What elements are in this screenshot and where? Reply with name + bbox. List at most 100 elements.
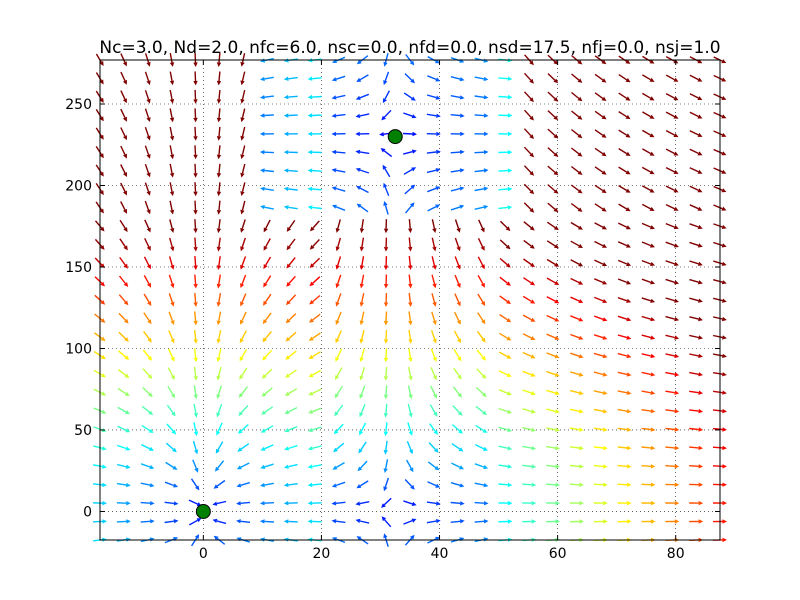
arrow-head [238,411,243,416]
arrow-head [381,503,386,508]
arrow-shaft [498,464,509,468]
field-arrow [641,464,656,469]
arrow-head [383,182,388,188]
arrow-head [147,301,152,306]
field-arrow [408,348,413,363]
arrow-head [408,339,413,344]
field-arrow [355,131,370,137]
arrow-head [383,265,389,271]
arrow-head [579,445,584,451]
field-arrow [169,71,175,86]
arrow-head [122,116,127,122]
arrow-head [240,209,245,215]
arrow-shaft [450,501,461,504]
arrow-shaft [522,389,532,394]
arrow-head [626,409,632,414]
field-arrow [407,422,413,436]
arrow-shaft [312,188,322,191]
field-arrow [260,425,274,433]
arrow-shaft [359,113,370,117]
arrow-shaft [361,219,364,229]
field-arrow [594,73,607,83]
arrow-shaft [94,313,103,321]
field-arrow [359,422,367,436]
field-arrow [359,348,365,363]
field-arrow [426,149,441,155]
arrow-head [383,284,389,289]
field-arrow [617,315,632,322]
field-arrow [430,385,437,399]
field-arrow [713,111,727,119]
arrow-shaft [430,330,436,340]
arrow-head [101,373,106,378]
field-arrow [547,147,559,157]
arrow-head [237,429,243,434]
arrow-head [529,78,534,84]
field-arrow [140,519,155,524]
arrow-head [146,154,151,159]
field-arrow [355,501,370,506]
arrow-shaft [167,348,174,358]
arrow-shaft [167,385,174,395]
arrow-shaft [451,424,461,432]
arrow-head [408,394,413,400]
arrow-head [674,427,680,432]
arrow-head [506,372,512,377]
field-arrow [407,385,413,400]
arrow-head [170,246,175,252]
arrow-head [122,79,127,85]
field-arrow [120,71,127,85]
arrow-shaft [264,169,274,173]
arrow-head [381,115,386,121]
arrow-shaft [547,54,556,63]
arrow-head [482,446,488,451]
arrow-head [331,501,337,506]
arrow-head [193,117,198,123]
field-arrow [642,148,655,156]
arrow-shaft [689,74,699,81]
field-arrow [546,427,560,432]
arrow-shaft [477,275,484,285]
arrow-shaft [361,329,365,340]
arrow-head [355,518,361,524]
arrow-head [506,299,511,305]
arrow-head [626,335,632,340]
field-arrow [617,408,632,414]
arrow-head [482,410,487,416]
arrow-head [307,131,313,137]
arrow-head [123,245,128,251]
field-arrow [359,311,365,326]
arrow-shaft [593,371,604,376]
arrow-head [626,390,632,395]
arrow-head [697,151,703,156]
field-arrow [335,274,342,289]
arrow-head [483,519,489,524]
arrow-shaft [166,404,174,414]
arrow-head [240,301,245,307]
field-arrow [119,256,128,269]
arrow-head [674,353,680,359]
field-arrow [453,311,461,325]
field-arrow [474,463,489,470]
field-arrow [383,237,389,252]
field-arrow [382,90,391,104]
arrow-head [308,391,314,396]
field-arrow [476,349,486,361]
arrow-shaft [408,274,411,285]
arrow-head [169,62,175,67]
field-arrow [546,408,560,414]
arrow-head [193,173,198,178]
arrow-head [216,117,222,123]
arrow-shaft [450,482,461,486]
arrow-head [283,150,289,155]
arrow-head [146,227,151,233]
field-arrow [240,182,246,196]
arrow-head [286,300,291,306]
arrow-head [216,99,222,104]
arrow-shaft [144,71,150,82]
field-arrow [93,388,107,396]
arrow-shaft [689,371,699,375]
field-arrow [216,182,222,197]
field-arrow [689,167,703,174]
arrow-shaft [618,129,628,136]
